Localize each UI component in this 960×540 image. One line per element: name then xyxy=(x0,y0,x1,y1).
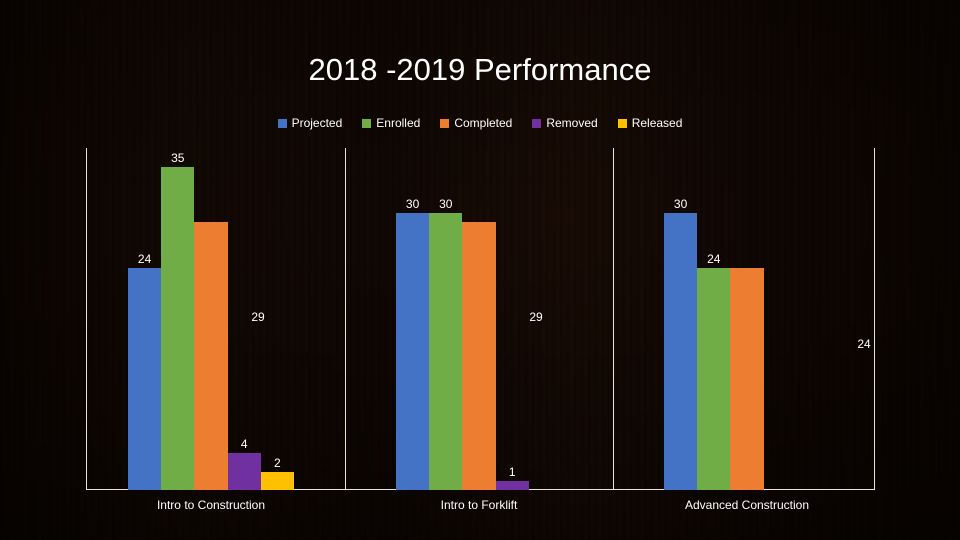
bar-value-label: 30 xyxy=(674,197,687,211)
overlay-value-label: 29 xyxy=(251,310,264,324)
legend-label: Enrolled xyxy=(376,116,420,130)
legend: Projected Enrolled Completed Removed Release… xyxy=(0,116,960,130)
legend-item: Completed xyxy=(440,116,512,130)
bar xyxy=(128,268,161,490)
bar xyxy=(161,167,194,491)
chart-title: 2018 -2019 Performance xyxy=(0,52,960,88)
bar-value-label: 35 xyxy=(171,151,184,165)
bar-group: 30 24 xyxy=(664,148,830,490)
bar xyxy=(697,268,730,490)
bar xyxy=(730,268,763,490)
legend-label: Completed xyxy=(454,116,512,130)
bar-value-label: 24 xyxy=(138,252,151,266)
category-label: Intro to Construction xyxy=(157,498,265,512)
bar xyxy=(429,213,462,490)
bar-value-label: 4 xyxy=(241,437,248,451)
category-label: Advanced Construction xyxy=(685,498,809,512)
legend-swatch xyxy=(618,119,627,128)
bar xyxy=(261,472,294,490)
legend-item: Released xyxy=(618,116,683,130)
legend-label: Projected xyxy=(292,116,343,130)
bar-group: 24 35 4 2 xyxy=(128,148,294,490)
category-label: Intro to Forklift xyxy=(441,498,518,512)
y-axis-right xyxy=(874,148,875,490)
bar xyxy=(462,222,495,490)
y-axis-left xyxy=(86,148,87,490)
legend-swatch xyxy=(362,119,371,128)
legend-item: Enrolled xyxy=(362,116,420,130)
bar-value-label: 30 xyxy=(439,197,452,211)
plot-area: 243542Intro to Construction30301Intro to… xyxy=(86,148,874,490)
overlay-value-label: 24 xyxy=(857,337,870,351)
group-divider xyxy=(345,148,346,490)
bar-value-label: 1 xyxy=(509,465,516,479)
bar xyxy=(496,481,529,490)
bar xyxy=(194,222,227,490)
bar xyxy=(396,213,429,490)
bar-value-label: 2 xyxy=(274,456,281,470)
legend-item: Removed xyxy=(532,116,597,130)
legend-swatch xyxy=(532,119,541,128)
legend-item: Projected xyxy=(278,116,343,130)
legend-label: Removed xyxy=(546,116,597,130)
bar xyxy=(228,453,261,490)
bar-value-label: 24 xyxy=(707,252,720,266)
legend-swatch xyxy=(278,119,287,128)
overlay-value-label: 29 xyxy=(529,310,542,324)
legend-label: Released xyxy=(632,116,683,130)
group-divider xyxy=(613,148,614,490)
legend-swatch xyxy=(440,119,449,128)
bar-value-label: 30 xyxy=(406,197,419,211)
bar xyxy=(664,213,697,490)
